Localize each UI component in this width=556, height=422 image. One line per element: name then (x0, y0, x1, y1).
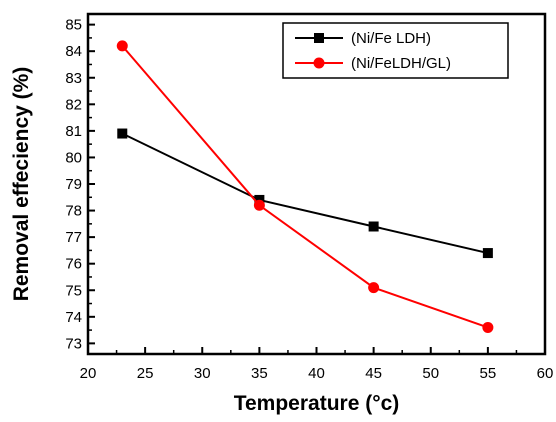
legend-label-1: (Ni/Fe LDH) (351, 30, 431, 47)
y-tick-label: 73 (65, 335, 82, 352)
x-axis-ticks: 20 25 30 35 40 45 50 55 60 (80, 347, 554, 382)
data-point-square (368, 221, 379, 232)
y-tick-label: 79 (65, 176, 82, 193)
x-axis-title: Temperature (°c) (234, 392, 400, 415)
y-tick-label: 74 (65, 309, 82, 326)
data-point-square (117, 128, 128, 139)
plot-frame (86, 12, 547, 356)
y-tick-label: 84 (65, 43, 82, 60)
y-tick-label: 83 (65, 70, 82, 87)
data-point-circle (482, 321, 494, 333)
series-line-1 (121, 132, 489, 255)
x-tick-label: 40 (308, 365, 325, 382)
data-point-square (482, 248, 493, 259)
x-tick-label: 35 (251, 365, 268, 382)
y-axis-ticks: 73 74 75 76 77 78 79 80 81 82 83 84 85 (65, 17, 95, 352)
x-tick-label: 60 (537, 365, 554, 382)
data-point-circle (253, 199, 265, 211)
x-tick-label: 25 (137, 365, 154, 382)
y-tick-label: 80 (65, 149, 82, 166)
y-tick-label: 85 (65, 17, 82, 34)
legend-marker-square (314, 33, 324, 43)
y-tick-label: 82 (65, 96, 82, 113)
legend-label-2: (Ni/FeLDH/GL) (351, 55, 451, 72)
y-tick-label: 77 (65, 229, 82, 246)
y-axis-title: Removal effeciency (%) (10, 67, 33, 302)
legend: (Ni/Fe LDH) (Ni/FeLDH/GL) (282, 22, 509, 79)
data-point-circle (368, 282, 380, 294)
data-point-circle (116, 40, 128, 52)
series-line-2 (121, 45, 489, 329)
y-tick-label: 78 (65, 203, 82, 220)
legend-box (282, 22, 509, 79)
x-tick-label: 45 (365, 365, 382, 382)
series-layer (116, 40, 494, 333)
x-tick-label: 55 (480, 365, 497, 382)
y-tick-label: 76 (65, 256, 82, 273)
x-tick-label: 30 (194, 365, 211, 382)
y-tick-label: 75 (65, 282, 82, 299)
legend-marker-circle (313, 57, 325, 69)
y-tick-label: 81 (65, 123, 82, 140)
x-tick-label: 20 (80, 365, 97, 382)
x-tick-label: 50 (422, 365, 439, 382)
